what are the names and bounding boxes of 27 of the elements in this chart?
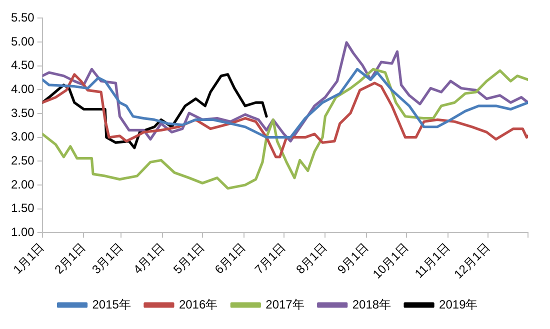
x-tick-label: 2月1日: [52, 240, 88, 277]
legend-label: 2015年: [92, 297, 131, 312]
legend-label: 2016年: [178, 297, 218, 312]
legend-label: 2018年: [352, 297, 392, 312]
x-tick-label: 5月1日: [170, 240, 207, 277]
y-tick-label: 5.50: [10, 10, 35, 25]
y-tick-label: 4.50: [10, 58, 35, 72]
x-tick-label: 7月1日: [252, 240, 288, 277]
legend-label: 2017年: [266, 297, 304, 312]
y-tick-label: 1.50: [10, 201, 35, 216]
y-tick-label: 3.00: [10, 130, 35, 144]
x-tick-label: 3月1日: [89, 240, 126, 277]
x-tick-label: 6月1日: [212, 240, 248, 277]
x-tick-label: 4月1日: [130, 240, 167, 277]
y-tick-label: 2.00: [10, 177, 35, 192]
y-tick-label: 1.00: [10, 225, 35, 239]
legend-label: 2019年: [439, 297, 478, 312]
y-tick-label: 3.50: [10, 106, 35, 120]
y-tick-label: 2.50: [10, 154, 35, 168]
x-tick-label: 8月1日: [293, 240, 330, 277]
x-tick-label: 9月1日: [334, 240, 372, 277]
x-tick-label: 11月1日: [412, 240, 452, 281]
y-tick-label: 4.00: [10, 82, 35, 96]
x-tick-label: 10月1日: [370, 240, 412, 282]
x-tick-label: 1月1日: [10, 240, 47, 277]
y-tick-label: 5.00: [10, 34, 35, 48]
x-tick-label: 12月1日: [451, 240, 492, 282]
